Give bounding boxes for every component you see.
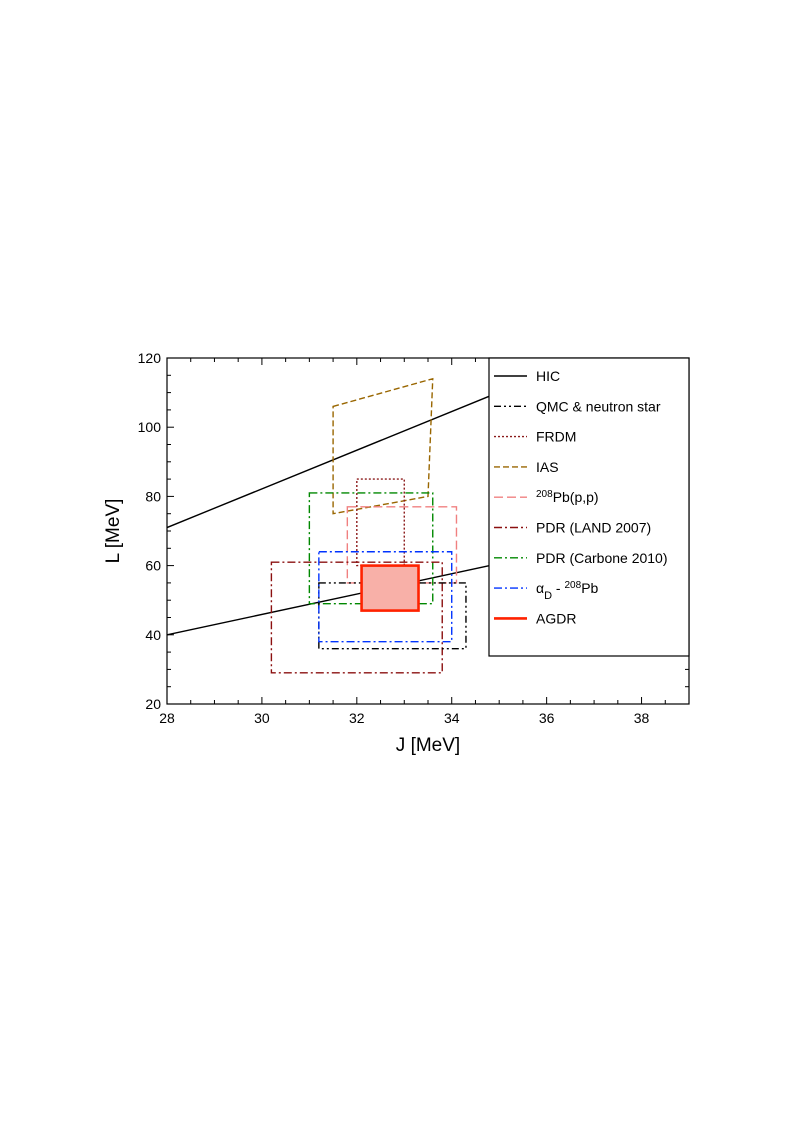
series-ias-region: [332, 377, 434, 515]
x-tick-label: 36: [539, 710, 555, 726]
x-tick-label: 38: [634, 710, 650, 726]
y-tick-label: 20: [145, 696, 161, 712]
legend-label-agdr: AGDR: [536, 610, 576, 626]
legend-label-frdm: FRDM: [536, 429, 576, 445]
legend-label-alphad: αD - 208Pb: [536, 580, 599, 603]
series-agdr-region: [360, 564, 420, 612]
legend-box: [488, 357, 690, 657]
y-axis-label: L [MeV]: [103, 499, 124, 564]
legend-label-hic: HIC: [536, 368, 560, 384]
series-alphad-region: [318, 551, 453, 643]
series-frdm-region: [356, 478, 405, 567]
x-axis-label: J [MeV]: [396, 735, 460, 756]
series-qmc-region: [318, 582, 467, 650]
y-tick-label: 40: [145, 627, 161, 643]
legend-label-ias: IAS: [536, 459, 559, 475]
x-tick-label: 30: [254, 710, 270, 726]
x-tick-label: 32: [349, 710, 365, 726]
data-layer: [167, 377, 490, 674]
series-hic-line-1: [167, 395, 490, 529]
series-pdr_land-region: [270, 561, 443, 674]
x-tick-label: 28: [159, 710, 175, 726]
legend-label-pdr_carb: PDR (Carbone 2010): [536, 550, 668, 566]
y-tick-label: 120: [138, 350, 162, 366]
y-tick-label: 80: [145, 488, 161, 504]
legend: HIC QMC & neutron star FRDM IAS 208Pb(p,p) PD…: [488, 357, 690, 657]
legend-label-pdr_land: PDR (LAND 2007): [536, 520, 651, 536]
x-tick-label: 34: [444, 710, 460, 726]
legend-label-qmc: QMC & neutron star: [536, 398, 661, 414]
legend-label-pbpp: 208Pb(p,p): [536, 489, 599, 506]
y-tick-label: 60: [145, 558, 161, 574]
y-tick-label: 100: [138, 419, 162, 435]
series-hic-line-2: [167, 564, 490, 636]
